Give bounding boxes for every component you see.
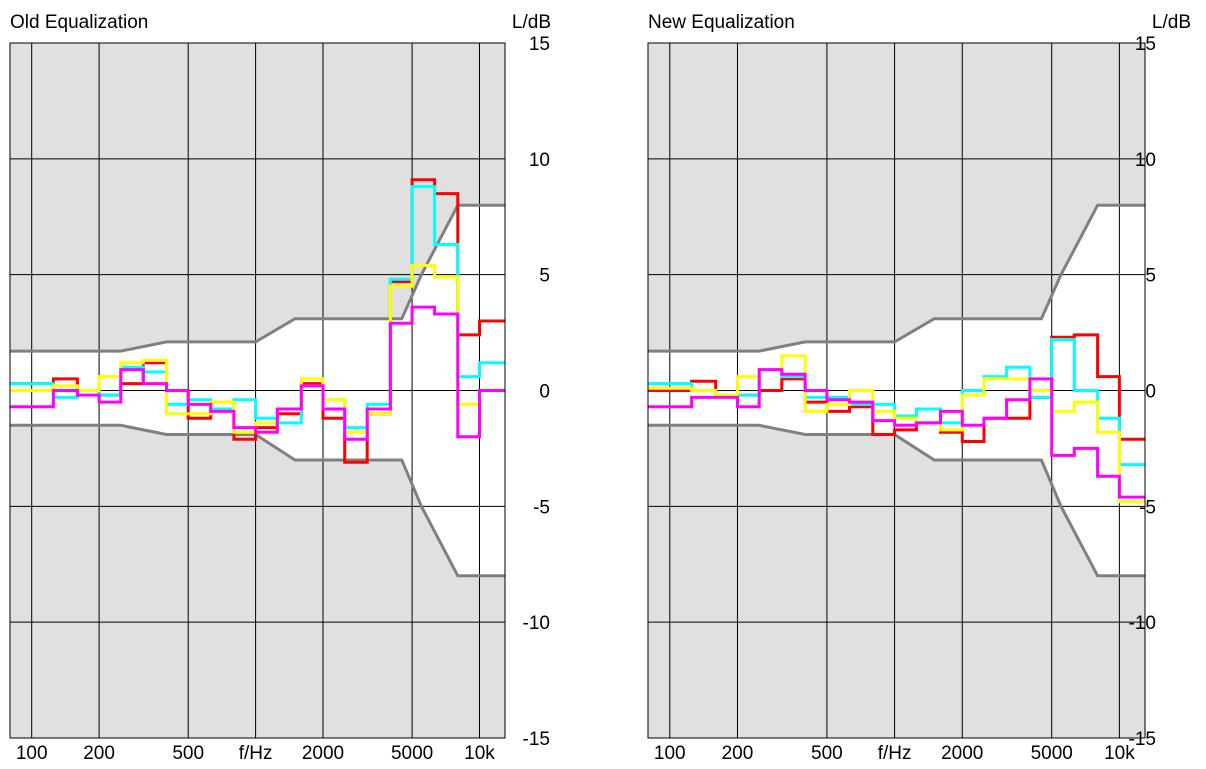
y-tick-label: 0 — [1145, 382, 1156, 403]
tolerance-upper-line — [648, 203, 1145, 353]
series-line-3 — [648, 354, 1145, 504]
y-tick-label: -15 — [523, 729, 550, 750]
x-tick-label: 10k — [464, 743, 495, 764]
old-equalization-panel: Old Equalization L/dB 15 10 5 0 -5 -10 -15 100 200… — [0, 0, 600, 769]
x-tick-label: 10k — [1104, 743, 1135, 764]
x-tick-label: 2000 — [941, 743, 983, 764]
x-tick-label: 500 — [172, 743, 204, 764]
y-axis-label: L/dB — [512, 12, 551, 33]
tolerance-upper-line — [10, 203, 505, 353]
y-tick-label: 10 — [529, 150, 550, 171]
x-tick-label: 100 — [654, 743, 686, 764]
series-line-2 — [10, 185, 505, 430]
new-equalization-panel: New Equalization L/dB 15 10 5 0 -5 -10 -15 100 200… — [638, 0, 1206, 769]
x-axis-label: f/Hz — [239, 743, 273, 764]
x-tick-label: 500 — [811, 743, 843, 764]
y-tick-label: 15 — [529, 34, 550, 55]
y-tick-label: -5 — [1139, 497, 1156, 518]
plot-frame — [647, 42, 1146, 739]
x-tick-label: 200 — [83, 743, 115, 764]
x-axis-label: f/Hz — [878, 743, 912, 764]
x-tick-label: 200 — [722, 743, 754, 764]
series-line-4 — [10, 305, 505, 441]
y-tick-label: -5 — [533, 497, 550, 518]
series-line-4 — [648, 368, 1145, 499]
y-tick-label: 0 — [539, 382, 550, 403]
y-axis-label: L/dB — [1152, 12, 1191, 33]
y-tick-label: 10 — [1135, 150, 1156, 171]
tolerance-lower-line — [10, 423, 505, 578]
plot-frame — [9, 42, 506, 739]
x-tick-label: 5000 — [391, 743, 433, 764]
x-tick-label: 5000 — [1031, 743, 1073, 764]
x-tick-label: 100 — [16, 743, 48, 764]
y-tick-label: 5 — [1145, 266, 1156, 287]
y-tick-label: 5 — [539, 266, 550, 287]
y-tick-label: -15 — [1129, 729, 1156, 750]
chart-title: New Equalization — [648, 12, 795, 33]
y-tick-label: -10 — [523, 613, 550, 634]
chart-title: Old Equalization — [10, 12, 148, 33]
y-tick-label: 15 — [1135, 34, 1156, 55]
y-tick-label: -10 — [1129, 613, 1156, 634]
tolerance-lower-line — [648, 423, 1145, 578]
x-tick-label: 2000 — [302, 743, 344, 764]
